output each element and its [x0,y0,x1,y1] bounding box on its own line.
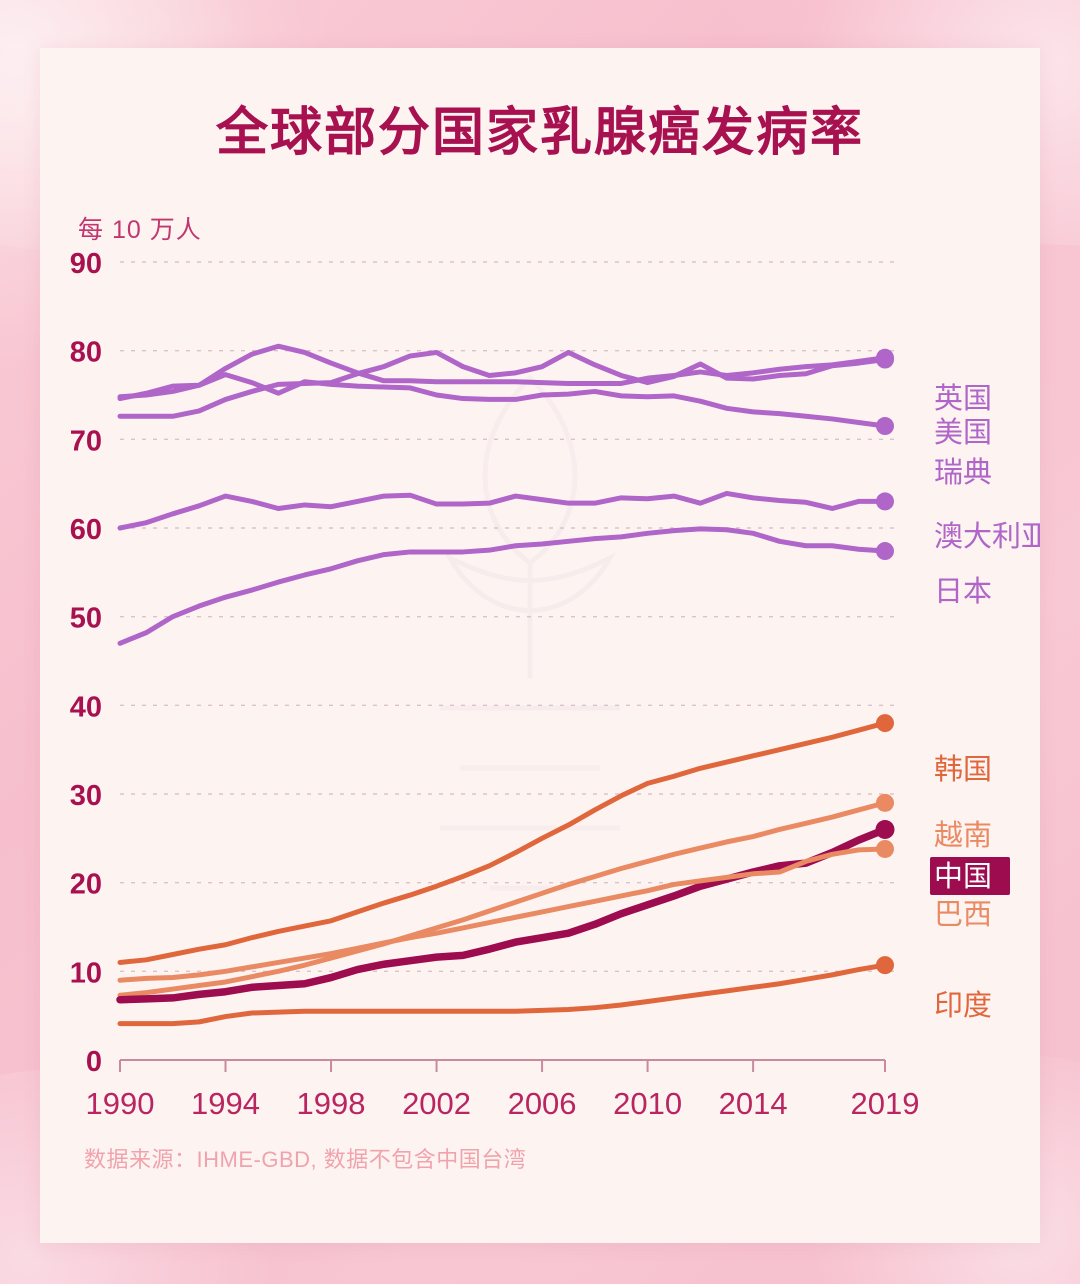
series-endpoint-dot [875,819,895,839]
series-line [117,343,888,402]
x-tick-label: 2014 [719,1086,788,1121]
series-endpoint-dot [876,492,894,511]
source-note: 数据来源：IHME-GBD, 数据不包含中国台湾 [84,1147,527,1172]
legend-label: 印度 [934,989,992,1022]
y-tick-label: 20 [70,869,102,901]
series-endpoint-dot [876,956,894,975]
series-endpoint-dot [876,839,894,858]
series-line [117,962,888,1027]
x-tick-label: 1990 [86,1086,155,1121]
y-tick-label: 90 [70,248,102,280]
series-endpoint-dot [876,542,894,561]
series-endpoint-dot [876,714,894,733]
x-tick-label: 1994 [191,1086,260,1121]
series-endpoint-dot [876,417,894,436]
series-line [117,526,888,646]
x-tick-label: 2010 [613,1086,682,1121]
series-line [116,825,889,1004]
plot-area: 0 10 20 30 40 50 60 70 80 90 1990 1994 1998 2002 2006… [40,48,1040,1243]
legend-item-1[interactable]: 美国 [934,416,992,449]
legend-label: 美国 [934,416,992,449]
legend-item-2[interactable]: 瑞典 [934,456,992,489]
y-tick-label: 70 [70,425,102,457]
y-tick-label: 30 [70,780,102,812]
y-tick-label: 60 [70,514,102,546]
series-line [117,800,888,998]
gridlines [120,261,895,973]
x-tick-label: 2002 [402,1086,471,1121]
legend-label: 英国 [934,382,992,415]
series-line [117,490,888,531]
y-tick-label: 10 [70,957,102,989]
x-tick-label: 2019 [851,1086,920,1121]
y-tick-label: 50 [70,603,102,635]
series-endpoint-dots [875,348,895,975]
y-axis-label: 每 10 万人 [78,216,202,244]
series-lines [116,343,889,1027]
y-axis-ticks: 0 10 20 30 40 50 60 70 80 90 [70,248,102,1078]
page-title: 全球部分国家乳腺癌发病率 [215,104,864,162]
y-tick-label: 0 [86,1046,102,1078]
legend-label: 中国 [934,860,992,893]
legend-item-9[interactable]: 印度 [934,989,992,1022]
legend-label: 巴西 [934,899,992,931]
legend-item-7[interactable]: 中国 [930,857,1010,895]
series-line [117,720,888,965]
x-tick-label: 2006 [508,1086,577,1121]
series-line [117,846,888,983]
legend-label: 越南 [934,819,992,852]
legend-item-3[interactable]: 澳大利亚 [934,520,1040,553]
legend-label: 澳大利亚 [934,520,1040,553]
x-tick-label: 1998 [297,1086,366,1121]
legend-item-6[interactable]: 越南 [934,819,992,852]
series-line [117,349,888,419]
legend-item-8[interactable]: 巴西 [934,899,992,931]
series-endpoint-dot [876,350,894,369]
legend-label: 瑞典 [934,456,992,489]
legend-item-0[interactable]: 英国 [934,382,992,415]
series-endpoint-dot [876,793,894,812]
legend-item-5[interactable]: 韩国 [934,753,992,786]
x-axis-ticks: 1990 1994 1998 2002 2006 2010 2014 2019 [86,1086,920,1121]
series-line [117,372,888,429]
legend-item-4[interactable]: 日本 [934,575,992,608]
chart-card: 全球部分国家乳腺癌发病率 每 10 万人 0 10 20 30 40 50 60 70 80 90… [40,48,1040,1243]
y-tick-label: 40 [70,691,102,723]
legend-label: 韩国 [934,753,992,786]
x-axis [119,1059,886,1072]
y-tick-label: 80 [70,337,102,369]
legend-label: 日本 [934,575,992,608]
